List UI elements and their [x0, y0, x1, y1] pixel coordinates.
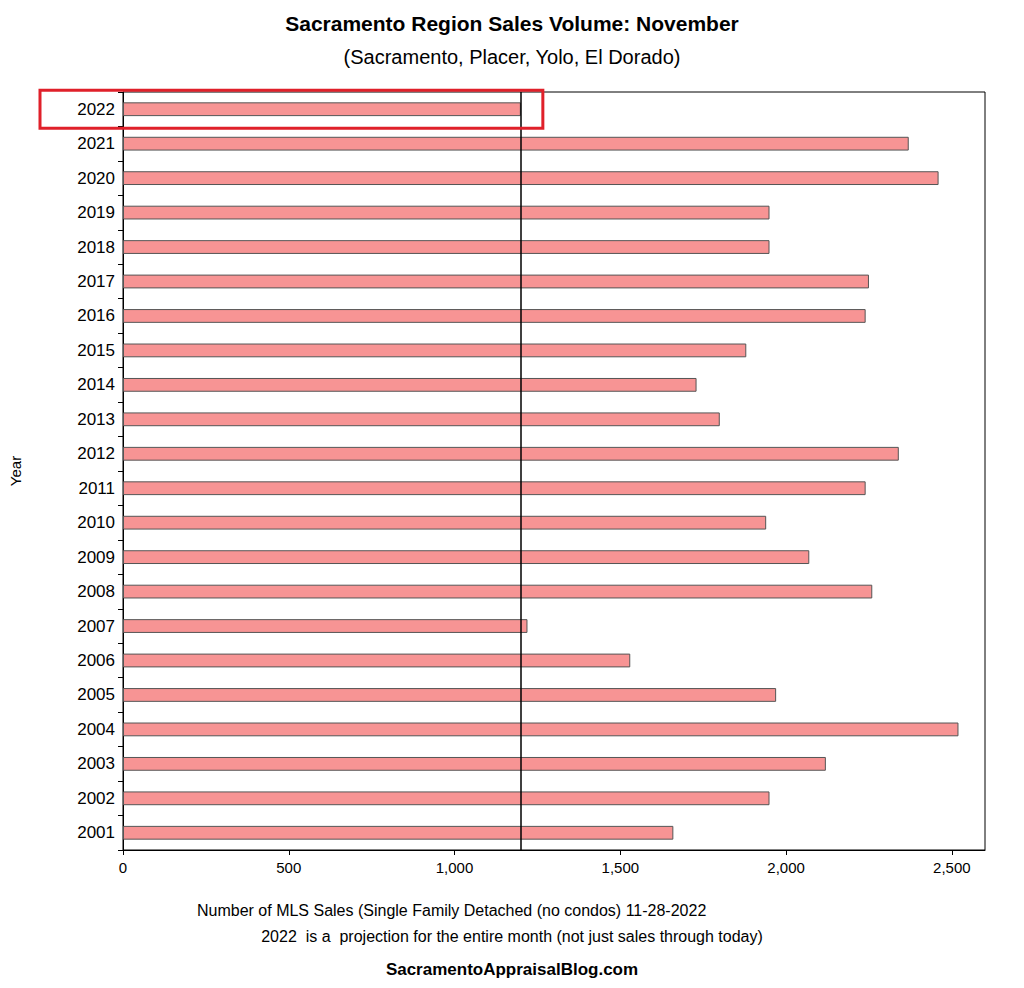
svg-text:2022: 2022: [77, 100, 115, 119]
svg-text:SacramentoAppraisalBlog.com: SacramentoAppraisalBlog.com: [386, 960, 638, 979]
svg-text:2010: 2010: [77, 513, 115, 532]
svg-text:2013: 2013: [77, 410, 115, 429]
svg-text:2006: 2006: [77, 651, 115, 670]
svg-text:2008: 2008: [77, 582, 115, 601]
svg-text:2001: 2001: [77, 823, 115, 842]
svg-text:2011: 2011: [78, 479, 115, 498]
svg-text:Sacramento Region Sales Volume: Sacramento Region Sales Volume: November: [285, 12, 739, 35]
svg-text:2017: 2017: [77, 272, 115, 291]
svg-text:(Sacramento, Placer, Yolo, El: (Sacramento, Placer, Yolo, El Dorado): [344, 46, 681, 68]
svg-text:2018: 2018: [77, 238, 115, 257]
svg-text:2002: 2002: [77, 789, 115, 808]
svg-text:2015: 2015: [77, 341, 115, 360]
svg-text:2019: 2019: [77, 203, 115, 222]
svg-text:2007: 2007: [77, 617, 115, 636]
svg-text:2012: 2012: [77, 444, 115, 463]
svg-text:1,000: 1,000: [436, 859, 474, 876]
svg-text:0: 0: [119, 859, 127, 876]
svg-text:500: 500: [276, 859, 301, 876]
svg-text:2021: 2021: [77, 134, 115, 153]
svg-text:2022 is a projection for the: 2022 is a projection for the entire mont…: [261, 928, 763, 945]
svg-text:2,000: 2,000: [767, 859, 805, 876]
svg-text:2014: 2014: [77, 375, 115, 394]
svg-text:Number of MLS Sales (Single Fa: Number of MLS Sales (Single Family Detac…: [197, 902, 706, 919]
svg-text:2020: 2020: [77, 169, 115, 188]
svg-text:2016: 2016: [77, 306, 115, 325]
svg-text:2004: 2004: [77, 720, 115, 739]
svg-text:Year: Year: [7, 456, 24, 486]
svg-text:2,500: 2,500: [933, 859, 971, 876]
svg-text:2009: 2009: [77, 548, 115, 567]
svg-text:2003: 2003: [77, 754, 115, 773]
svg-text:2005: 2005: [77, 685, 115, 704]
svg-text:1,500: 1,500: [602, 859, 640, 876]
